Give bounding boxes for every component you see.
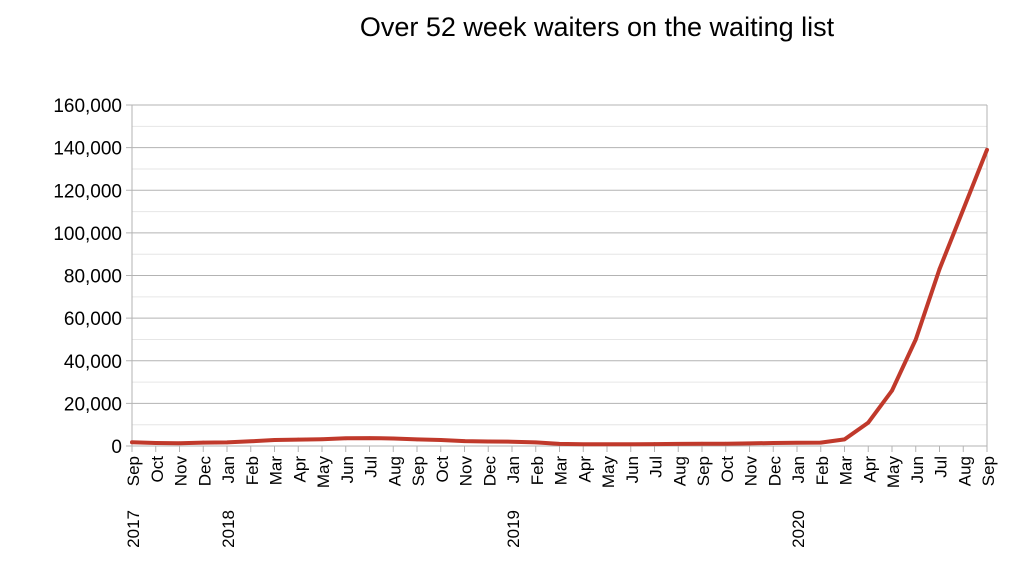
y-tick-label: 160,000 xyxy=(53,96,122,117)
data-point xyxy=(747,441,752,446)
data-point xyxy=(343,436,348,441)
x-tick-label: Jan xyxy=(789,456,808,483)
data-point xyxy=(723,441,728,446)
x-tick-label: Dec xyxy=(765,456,784,487)
x-tick-label: Sep xyxy=(124,456,143,486)
y-tick-label: 20,000 xyxy=(64,394,122,415)
x-year-label: 2020 xyxy=(789,510,808,548)
x-tick-label: Dec xyxy=(480,456,499,487)
data-point xyxy=(225,440,229,445)
x-tick-label: Sep xyxy=(694,456,713,486)
x-tick-label: Jun xyxy=(908,456,927,483)
data-point xyxy=(367,436,372,440)
x-tick-label: Feb xyxy=(243,456,262,485)
data-point xyxy=(272,438,277,442)
data-point xyxy=(391,436,396,441)
y-tick-label: 40,000 xyxy=(64,352,122,373)
x-year-label: 2017 xyxy=(124,510,143,548)
data-point xyxy=(533,440,538,445)
y-tick-label: 60,000 xyxy=(64,309,122,330)
x-tick-label: Jul xyxy=(362,456,381,478)
x-tick-label: Nov xyxy=(172,456,191,487)
y-tick-label: 80,000 xyxy=(64,267,122,288)
x-tick-label: Aug xyxy=(385,456,404,486)
data-point xyxy=(628,442,633,447)
x-tick-label: Sep xyxy=(409,456,428,486)
x-year-label: 2019 xyxy=(504,510,523,548)
x-tick-label: Oct xyxy=(148,456,167,483)
x-tick-label: May xyxy=(314,456,333,489)
data-point xyxy=(296,437,301,442)
x-tick-label: Apr xyxy=(860,456,879,483)
x-tick-label: Jan xyxy=(219,456,238,483)
x-tick-label: Nov xyxy=(457,456,476,487)
data-point xyxy=(438,438,443,442)
data-point xyxy=(201,440,206,445)
x-tick-label: Jan xyxy=(504,456,523,483)
y-tick-label: 100,000 xyxy=(53,224,122,245)
data-point xyxy=(961,207,966,212)
x-year-label: 2018 xyxy=(219,510,238,548)
y-tick-label: 120,000 xyxy=(53,181,122,202)
data-point xyxy=(676,442,681,446)
data-point xyxy=(937,267,942,271)
data-point xyxy=(818,440,823,445)
series-layer xyxy=(130,147,989,447)
data-point xyxy=(890,388,894,393)
data-point xyxy=(700,441,704,446)
data-point xyxy=(866,420,871,425)
label-layer: 0 20,000 40,000 60,000 80,000 100,000 120,000 1… xyxy=(53,96,998,548)
y-tick-label: 140,000 xyxy=(53,139,122,160)
x-tick-label: Jun xyxy=(338,456,357,483)
data-point xyxy=(913,337,918,342)
grid-layer xyxy=(126,104,987,447)
x-tick-label: Mar xyxy=(267,456,286,486)
y-tick-label: 0 xyxy=(111,437,122,458)
x-tick-label: Feb xyxy=(528,456,547,485)
x-tick-label: Oct xyxy=(718,456,737,483)
axis-layer xyxy=(131,105,988,452)
data-point xyxy=(605,442,609,447)
data-point xyxy=(510,439,514,444)
chart-title: Over 52 week waiters on the waiting list xyxy=(359,12,835,42)
data-point xyxy=(771,441,776,445)
x-tick-label: Oct xyxy=(433,456,452,483)
data-point xyxy=(177,441,182,446)
data-point xyxy=(130,440,134,445)
x-tick-label: Apr xyxy=(575,456,594,483)
x-tick-label: Jun xyxy=(623,456,642,483)
data-point xyxy=(985,147,989,152)
x-tick-label: Feb xyxy=(813,456,832,485)
x-tick-label: Mar xyxy=(837,456,856,486)
data-point xyxy=(842,437,847,442)
x-tick-label: Aug xyxy=(670,456,689,486)
data-point xyxy=(581,442,586,447)
x-tick-label: Sep xyxy=(979,456,998,486)
x-tick-label: Nov xyxy=(742,456,761,487)
x-tick-label: Aug xyxy=(955,456,974,486)
x-tick-label: Jul xyxy=(647,456,666,478)
x-tick-label: Jul xyxy=(932,456,951,478)
data-point xyxy=(795,441,799,445)
x-tick-label: Dec xyxy=(195,456,214,487)
data-point xyxy=(320,437,324,441)
data-point xyxy=(415,437,419,442)
x-tick-label: May xyxy=(599,456,618,489)
data-point xyxy=(652,442,657,446)
data-point xyxy=(248,439,253,444)
data-point xyxy=(153,441,158,445)
data-point xyxy=(462,439,467,443)
data-point xyxy=(486,439,491,444)
x-tick-label: Mar xyxy=(552,456,571,486)
x-tick-label: May xyxy=(884,456,903,489)
data-point xyxy=(557,442,562,446)
x-tick-label: Apr xyxy=(290,456,309,483)
